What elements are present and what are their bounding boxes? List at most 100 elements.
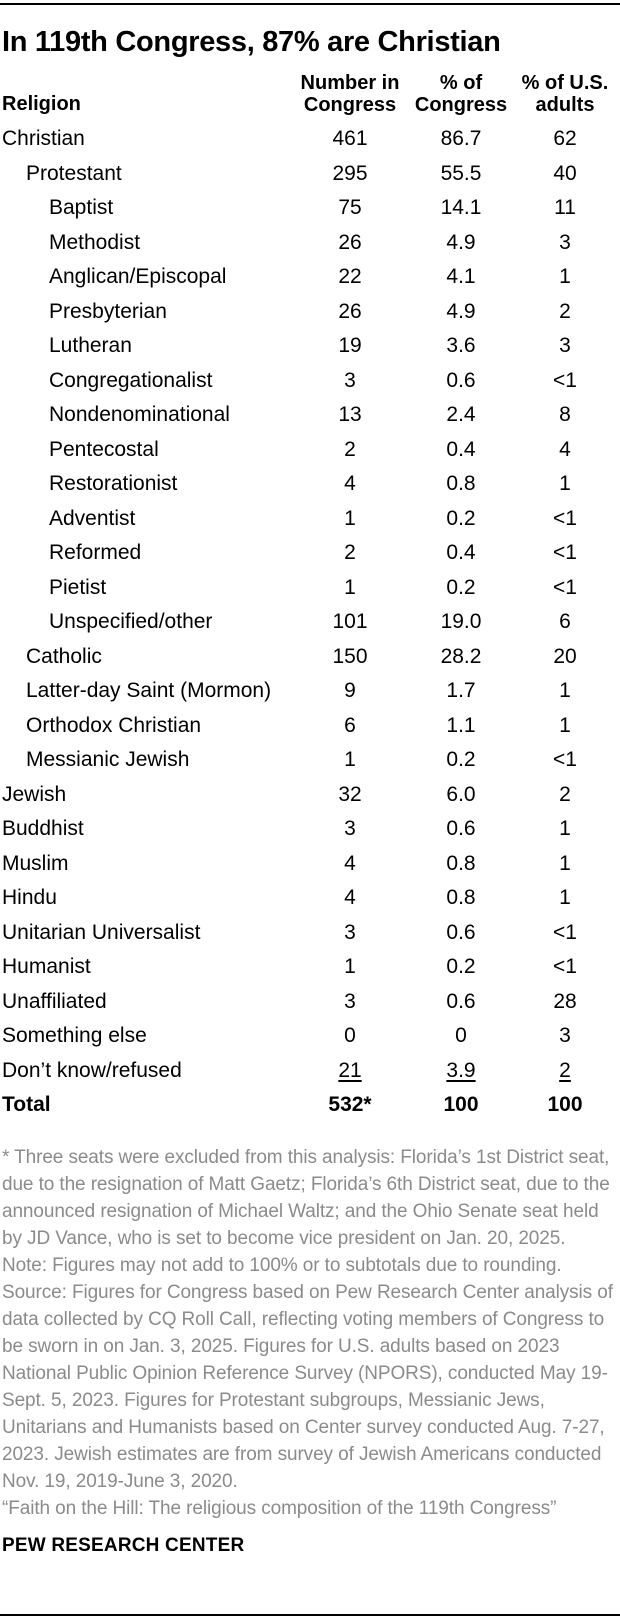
- number-in-congress-value: 150: [332, 644, 368, 668]
- table-row: Buddhist 3 0.6 1: [0, 812, 612, 847]
- pct-of-congress-value: 0.6: [446, 817, 476, 841]
- pct-of-us-adults-value: 1: [559, 886, 571, 910]
- number-in-congress-value: 75: [338, 196, 362, 220]
- number-in-congress-value: 32: [338, 782, 362, 806]
- number-in-congress-value: 3: [344, 989, 356, 1013]
- rounding-note: Note: Figures may not add to 100% or to …: [2, 1254, 562, 1276]
- pct-of-us-adults-value: <1: [553, 920, 577, 944]
- top-divider: [0, 3, 620, 5]
- pct-of-us-adults-value: 8: [559, 403, 571, 427]
- table-row: Unspecified/other 101 19.0 6: [0, 605, 612, 640]
- number-in-congress-value: 9: [344, 679, 356, 703]
- table-row: Unaffiliated 3 0.6 28: [0, 985, 612, 1020]
- pct-of-congress-value: 4.9: [446, 230, 476, 254]
- column-header-pct-of-congress: % of Congress: [404, 72, 518, 116]
- number-in-congress-value: 532*: [328, 1093, 372, 1117]
- page-title: In 119th Congress, 87% are Christian: [2, 26, 501, 58]
- pct-of-congress-value: 3.9: [446, 1058, 476, 1082]
- religion-label: Adventist: [49, 506, 136, 530]
- pct-of-congress-value: 0.8: [446, 851, 476, 875]
- pct-of-us-adults-value: 40: [553, 161, 577, 185]
- column-header-number-in-congress: Number in Congress: [296, 72, 404, 116]
- pct-of-us-adults-value: <1: [553, 368, 577, 392]
- column-header-line: Congress: [303, 94, 397, 116]
- number-in-congress-value: 3: [344, 920, 356, 944]
- pct-of-us-adults-value: 2: [559, 782, 571, 806]
- number-in-congress-value: 295: [332, 161, 368, 185]
- pct-of-congress-value: 2.4: [446, 403, 476, 427]
- pct-of-us-adults-value: 1: [559, 713, 571, 737]
- pct-of-us-adults-value: <1: [553, 541, 577, 565]
- table-row: Lutheran 19 3.6 3: [0, 329, 612, 364]
- pct-of-congress-value: 0.2: [446, 506, 476, 530]
- pct-of-us-adults-value: 4: [559, 437, 571, 461]
- footnotes: * Three seats were excluded from this an…: [0, 1144, 620, 1522]
- number-in-congress-value: 13: [338, 403, 362, 427]
- table-row: Congregationalist 3 0.6 <1: [0, 364, 612, 399]
- table-body: Christian 461 86.7 62 Protestant 295 55.…: [0, 122, 620, 1123]
- report-title-quote: “Faith on the Hill: The religious compos…: [2, 1497, 557, 1519]
- column-header-pct-of-us-adults: % of U.S. adults: [518, 72, 612, 116]
- asterisk-note: * Three seats were excluded from this an…: [2, 1146, 610, 1249]
- table-row: Latter-day Saint (Mormon) 9 1.7 1: [0, 674, 612, 709]
- religion-label: Hindu: [2, 886, 57, 910]
- table-row: Anglican/Episcopal 22 4.1 1: [0, 260, 612, 295]
- religion-label: Humanist: [2, 955, 91, 979]
- pct-of-us-adults-value: 3: [559, 1024, 571, 1048]
- religion-label: Reformed: [49, 541, 142, 565]
- pct-of-congress-value: 0.8: [446, 472, 476, 496]
- pct-of-congress-value: 86.7: [440, 127, 482, 151]
- religion-label: Congregationalist: [49, 368, 213, 392]
- religion-label: Total: [2, 1093, 51, 1117]
- table-row: Protestant 295 55.5 40: [0, 157, 612, 192]
- table-row: Pentecostal 2 0.4 4: [0, 433, 612, 468]
- pct-of-us-adults-value: 62: [553, 127, 577, 151]
- table-row: Hindu 4 0.8 1: [0, 881, 612, 916]
- religion-label: Methodist: [49, 230, 141, 254]
- number-in-congress-value: 0: [344, 1024, 356, 1048]
- religion-label: Buddhist: [2, 817, 84, 841]
- pct-of-us-adults-value: 6: [559, 610, 571, 634]
- pct-of-congress-value: 19.0: [440, 610, 482, 634]
- pct-of-us-adults-value: 11: [554, 196, 576, 220]
- column-header-religion: Religion: [2, 93, 81, 115]
- pct-of-us-adults-value: <1: [553, 575, 577, 599]
- pct-of-congress-value: 4.9: [446, 299, 476, 323]
- column-header-line: % of U.S.: [521, 72, 609, 94]
- table-row: Total 532* 100 100: [0, 1088, 612, 1123]
- pct-of-us-adults-value: 1: [559, 817, 571, 841]
- number-in-congress-value: 22: [338, 265, 362, 289]
- column-header-line: Number in: [300, 72, 400, 94]
- religion-label: Lutheran: [49, 334, 132, 358]
- pct-of-congress-value: 0.6: [446, 989, 476, 1013]
- pct-of-congress-value: 3.6: [446, 334, 476, 358]
- number-in-congress-value: 21: [338, 1058, 362, 1082]
- religion-label: Don’t know/refused: [2, 1058, 182, 1082]
- number-in-congress-value: 26: [338, 230, 362, 254]
- bottom-divider: [0, 1614, 620, 1616]
- pct-of-congress-value: 14.1: [440, 196, 482, 220]
- religion-label: Restorationist: [49, 472, 178, 496]
- religion-label: Something else: [2, 1024, 147, 1048]
- number-in-congress-value: 2: [344, 541, 356, 565]
- pct-of-us-adults-value: 1: [559, 679, 571, 703]
- pct-of-us-adults-value: 2: [559, 1058, 571, 1082]
- table-header-row: Religion Number in Congress % of Congres…: [0, 72, 612, 116]
- pct-of-congress-value: 0: [455, 1024, 467, 1048]
- pct-of-us-adults-value: <1: [553, 506, 577, 530]
- pct-of-us-adults-value: <1: [553, 748, 577, 772]
- pct-of-congress-value: 1.1: [446, 713, 476, 737]
- pct-of-congress-value: 0.4: [446, 437, 476, 461]
- pct-of-us-adults-value: 100: [547, 1093, 583, 1117]
- religion-label: Baptist: [49, 196, 114, 220]
- number-in-congress-value: 461: [332, 127, 368, 151]
- number-in-congress-value: 1: [344, 955, 356, 979]
- pct-of-us-adults-value: 28: [553, 989, 577, 1013]
- pct-of-congress-value: 28.2: [440, 644, 482, 668]
- religion-label: Latter-day Saint (Mormon): [26, 679, 272, 703]
- pct-of-us-adults-value: 2: [559, 299, 571, 323]
- pct-of-congress-value: 0.6: [446, 920, 476, 944]
- pct-of-congress-value: 0.6: [446, 368, 476, 392]
- number-in-congress-value: 4: [344, 886, 356, 910]
- religion-label: Protestant: [26, 161, 122, 185]
